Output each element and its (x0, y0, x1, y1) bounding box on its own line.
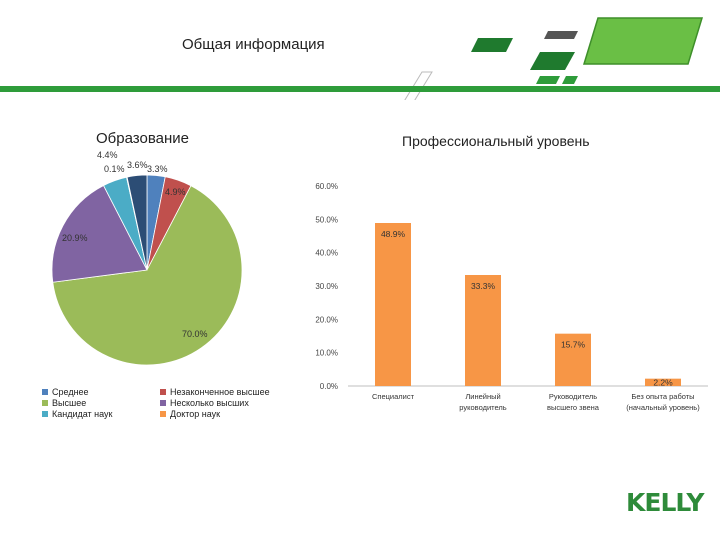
bar (645, 378, 681, 386)
legend-swatch (42, 411, 48, 417)
legend-item: Несколько высших (160, 398, 249, 408)
pie-chart-title: Образование (96, 130, 189, 147)
legend-item: Высшее (42, 398, 86, 408)
y-tick-label: 60.0% (315, 182, 338, 191)
deco-shape-3 (530, 52, 575, 70)
bar (465, 275, 501, 386)
page-title: Общая информация (182, 36, 325, 53)
pie-data-label: 20.9% (62, 233, 88, 243)
pie-data-label: 70.0% (182, 329, 208, 339)
legend-label: Высшее (52, 398, 87, 408)
legend-label: Кандидат наук (52, 409, 113, 419)
x-category-label: Руководитель (549, 392, 597, 401)
legend-label: Доктор наук (170, 409, 221, 419)
pie-data-label: 0.1% (104, 164, 125, 174)
pie-data-label: 4.4% (97, 150, 118, 160)
y-tick-label: 10.0% (315, 349, 338, 358)
header-band (0, 86, 720, 92)
legend-swatch (160, 389, 166, 395)
bar-data-label: 15.7% (561, 340, 586, 350)
bar-data-label: 33.3% (471, 281, 496, 291)
education-pie-chart (51, 174, 243, 366)
deco-shape-1 (471, 38, 513, 52)
y-tick-label: 0.0% (320, 382, 338, 391)
x-category-label: (начальный уровень) (626, 403, 700, 412)
pie-data-label: 3.3% (147, 164, 168, 174)
bar (375, 223, 411, 386)
x-category-label: высшего звена (547, 403, 600, 412)
bar-data-label: 48.9% (381, 229, 406, 239)
y-tick-label: 30.0% (315, 282, 338, 291)
legend-label: Незаконченное высшее (170, 387, 270, 397)
header-decoration (404, 17, 704, 100)
legend-swatch (42, 400, 48, 406)
pie-data-label: 3.6% (127, 160, 148, 170)
deco-outline-1 (404, 71, 433, 100)
y-tick-label: 40.0% (315, 249, 338, 258)
legend-swatch (160, 400, 166, 406)
legend-swatch (160, 411, 166, 417)
legend-item: Кандидат наук (42, 409, 113, 419)
deco-shape-5 (536, 76, 560, 84)
x-category-label: Линейный (465, 392, 500, 401)
legend-swatch (42, 389, 48, 395)
x-category-label: руководитель (459, 403, 506, 412)
legend-item: Доктор наук (160, 409, 220, 419)
bar (555, 333, 591, 386)
pie-slice (126, 174, 148, 271)
y-tick-label: 50.0% (315, 215, 338, 224)
y-tick-label: 20.0% (315, 315, 338, 324)
x-category-label: Специалист (372, 392, 415, 401)
deco-shape-4 (582, 17, 704, 65)
pie-slice (52, 185, 243, 366)
professional-level-bar-chart: 0.0% 10.0% 20.0% 30.0% 40.0% 50.0% 60.0% 48.9% С… (315, 182, 708, 412)
kelly-logo: KELLY (626, 488, 705, 517)
legend-item: Среднее (42, 387, 89, 397)
legend-label: Несколько высших (170, 398, 249, 408)
x-category-label: Без опыта работы (631, 392, 694, 401)
pie-slice (51, 184, 148, 283)
pie-data-label: 4.9% (165, 187, 186, 197)
bar-chart-title: Профессиональный уровень (402, 133, 590, 149)
deco-shape-6 (562, 76, 578, 84)
legend-label: Среднее (52, 387, 89, 397)
bar-data-label: 2.2% (653, 378, 673, 388)
deco-shape-2 (544, 31, 578, 39)
legend-item: Незаконченное высшее (160, 387, 270, 397)
